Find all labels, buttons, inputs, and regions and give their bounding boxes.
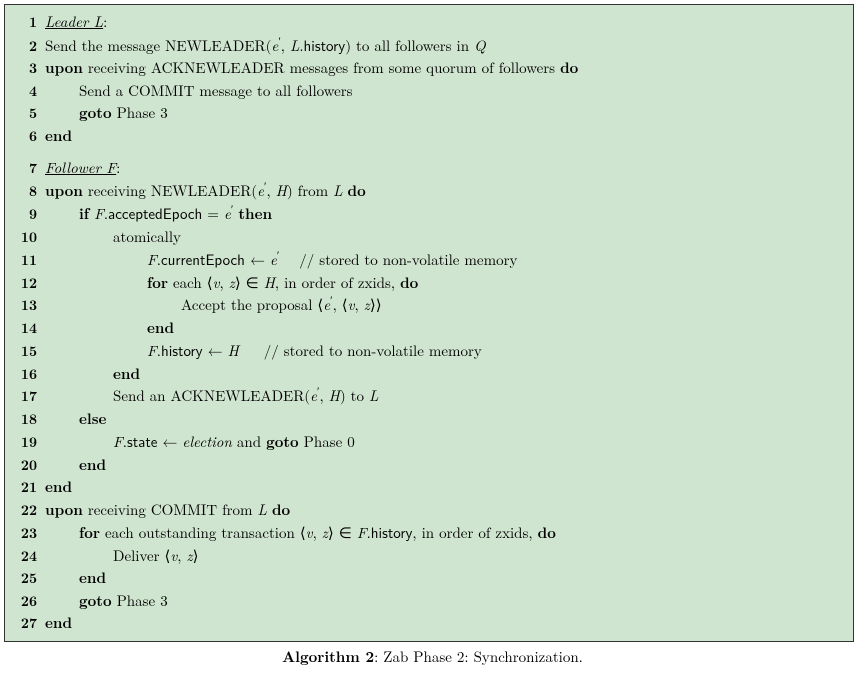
line-number: 5 <box>9 103 45 124</box>
line-content: Send the message NEWLEADER(e′, L.history… <box>45 34 486 58</box>
line-number: 23 <box>9 523 45 544</box>
line-number: 27 <box>9 613 45 634</box>
line-content: upon receiving NEWLEADER(e′, H) from L d… <box>45 180 366 203</box>
line-content: end <box>45 454 106 477</box>
code-line: 4Send a COMMIT message to all followers <box>9 80 845 103</box>
line-number: 18 <box>9 409 45 430</box>
line-content: F.currentEpoch ← e′ // stored to non-vol… <box>45 248 517 272</box>
line-number: 7 <box>9 158 45 179</box>
algorithm-caption: Algorithm 2: Zab Phase 2: Synchronizatio… <box>4 642 861 667</box>
line-number: 21 <box>9 477 45 498</box>
code-line: 27end <box>9 612 845 635</box>
line-content: Send an ACKNEWLEADER(e′, H) to L <box>45 385 378 408</box>
code-line: 1Leader L: <box>9 11 845 34</box>
line-content: for each ⟨v, z⟩ ∈ H, in order of zxids, … <box>45 272 418 295</box>
code-line: 25end <box>9 567 845 590</box>
line-number: 6 <box>9 126 45 147</box>
line-number: 1 <box>9 12 45 33</box>
caption-text: : Zab Phase 2: Synchronization. <box>374 646 583 667</box>
line-content: end <box>45 476 72 499</box>
line-number: 15 <box>9 341 45 362</box>
line-number: 24 <box>9 546 45 567</box>
line-content: goto Phase 3 <box>45 102 168 125</box>
code-line: 6end <box>9 125 845 148</box>
code-line: 17Send an ACKNEWLEADER(e′, H) to L <box>9 385 845 408</box>
line-number: 20 <box>9 455 45 476</box>
caption-label: Algorithm 2 <box>282 646 374 667</box>
code-line: 13Accept the proposal ⟨e′, ⟨v, z⟩⟩ <box>9 294 845 317</box>
line-content: upon receiving ACKNEWLEADER messages fro… <box>45 57 578 80</box>
line-content: F.history ← H // stored to non-volatile … <box>45 339 482 363</box>
algorithm-box: 1Leader L:2Send the message NEWLEADER(e′… <box>4 4 854 642</box>
line-content: Leader L: <box>45 11 107 34</box>
line-number: 17 <box>9 386 45 407</box>
line-number: 16 <box>9 364 45 385</box>
line-number: 22 <box>9 500 45 521</box>
line-number: 12 <box>9 273 45 294</box>
line-content: Send a COMMIT message to all followers <box>45 80 353 103</box>
line-number: 3 <box>9 58 45 79</box>
line-content: if F.acceptedEpoch = e′ then <box>45 202 272 226</box>
line-number: 11 <box>9 250 45 271</box>
line-content: goto Phase 3 <box>45 590 168 613</box>
code-line: 16end <box>9 363 845 386</box>
code-line: 20end <box>9 454 845 477</box>
line-number: 25 <box>9 568 45 589</box>
line-content: Follower F: <box>45 157 120 180</box>
line-number: 13 <box>9 295 45 316</box>
code-line: 7Follower F: <box>9 157 845 180</box>
code-line: 5goto Phase 3 <box>9 102 845 125</box>
line-content: upon receiving COMMIT from L do <box>45 499 290 522</box>
line-content: Deliver ⟨v, z⟩ <box>45 545 198 568</box>
line-content: end <box>45 363 140 386</box>
code-line: 15F.history ← H // stored to non-volatil… <box>9 339 845 363</box>
code-line: 18else <box>9 408 845 431</box>
code-line: 2Send the message NEWLEADER(e′, L.histor… <box>9 34 845 58</box>
line-number: 4 <box>9 81 45 102</box>
code-line: 19F.state ← election and goto Phase 0 <box>9 430 845 454</box>
code-line: 23for each outstanding transaction ⟨v, z… <box>9 521 845 545</box>
code-line: 3upon receiving ACKNEWLEADER messages fr… <box>9 57 845 80</box>
code-line: 9if F.acceptedEpoch = e′ then <box>9 202 845 226</box>
line-content: for each outstanding transaction ⟨v, z⟩ … <box>45 521 556 545</box>
line-number: 8 <box>9 181 45 202</box>
line-number: 10 <box>9 227 45 248</box>
line-content: else <box>45 408 106 431</box>
line-number: 19 <box>9 432 45 453</box>
code-line: 14end <box>9 317 845 340</box>
line-number: 14 <box>9 318 45 339</box>
line-content: end <box>45 612 72 635</box>
line-content: atomically <box>45 226 181 249</box>
line-content: F.state ← election and goto Phase 0 <box>45 430 355 454</box>
line-content: Accept the proposal ⟨e′, ⟨v, z⟩⟩ <box>45 294 382 317</box>
code-line: 12for each ⟨v, z⟩ ∈ H, in order of zxids… <box>9 272 845 295</box>
line-content: end <box>45 317 174 340</box>
code-line: 24Deliver ⟨v, z⟩ <box>9 545 845 568</box>
code-line: 21end <box>9 476 845 499</box>
code-line: 10atomically <box>9 226 845 249</box>
line-number: 9 <box>9 204 45 225</box>
line-content: end <box>45 125 72 148</box>
line-content: end <box>45 567 106 590</box>
code-line: 22upon receiving COMMIT from L do <box>9 499 845 522</box>
code-line: 26goto Phase 3 <box>9 590 845 613</box>
code-line: 11F.currentEpoch ← e′ // stored to non-v… <box>9 248 845 272</box>
line-number: 26 <box>9 591 45 612</box>
code-line: 8upon receiving NEWLEADER(e′, H) from L … <box>9 180 845 203</box>
line-number: 2 <box>9 36 45 57</box>
